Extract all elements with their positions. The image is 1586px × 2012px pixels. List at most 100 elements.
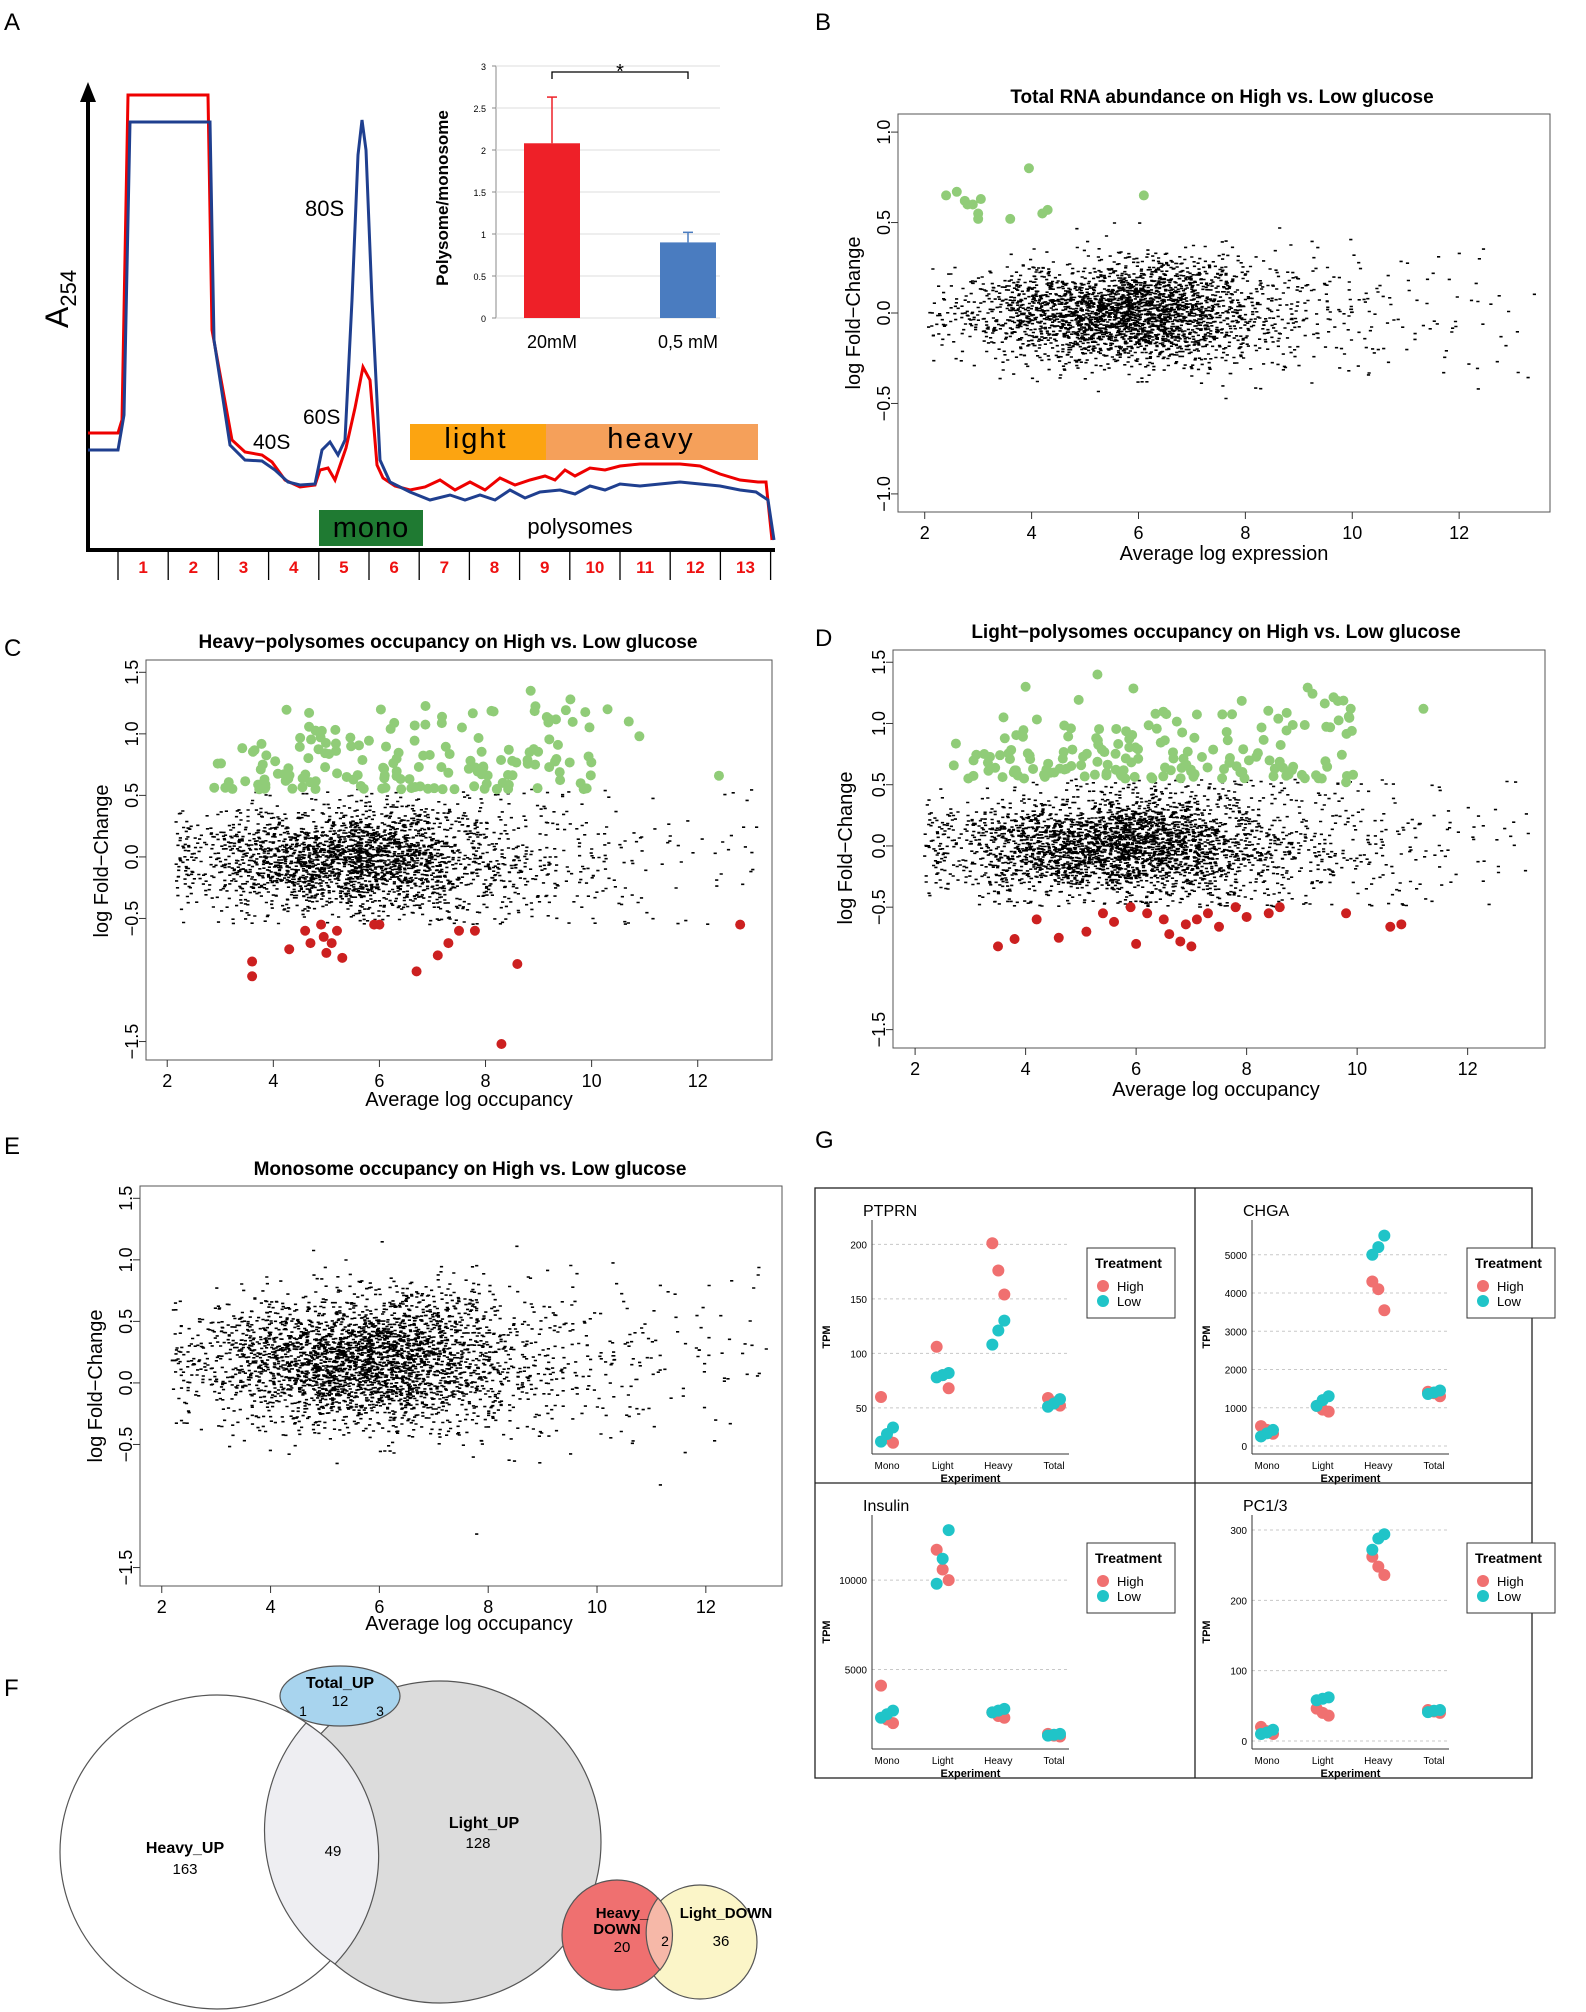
up-point: [380, 782, 391, 793]
fraction-label: 7: [440, 558, 449, 577]
facet-point-high: [930, 1340, 943, 1353]
up-point: [1146, 772, 1157, 783]
up-point: [223, 777, 234, 788]
b-plot-area: 2 4 6 8 10 12 −1.0 −0.5 0.0 0.5 1.0: [874, 120, 1536, 543]
panel-g-facets: PTPRN 50 100 150 200 Mono Light Heavy Total Exper…: [814, 1187, 1556, 1780]
down-point: [1158, 914, 1169, 925]
facet-legend-low-label: Low: [1117, 1589, 1141, 1604]
e-xlabel: Average log occupancy: [365, 1613, 573, 1635]
panel-letter-b: B: [815, 9, 831, 36]
up-point: [951, 186, 962, 197]
up-point: [524, 747, 535, 758]
up-point: [1224, 752, 1235, 763]
down-point: [1125, 902, 1136, 913]
facet-y-tick-label: 4000: [1225, 1289, 1248, 1300]
down-point: [1191, 914, 1202, 925]
inset-tick-label: 0: [481, 314, 486, 324]
facet-point-high: [1322, 1709, 1335, 1722]
up-point: [345, 732, 356, 743]
facet-y-tick-label: 100: [850, 1349, 867, 1360]
up-point: [341, 771, 352, 782]
y-tick-label: −0.5: [869, 889, 889, 925]
up-point: [1273, 713, 1284, 724]
up-point: [249, 745, 260, 756]
f-venn-down-overlap: [645, 1897, 674, 1971]
a-region-heavy: [546, 424, 758, 460]
up-point: [1316, 773, 1327, 784]
up-point: [1092, 756, 1103, 767]
facet-x-tick-label: Total: [1423, 1756, 1444, 1767]
up-point: [1045, 767, 1056, 778]
up-point: [623, 716, 634, 727]
facet-y-tick-label: 0: [1241, 1442, 1247, 1453]
up-point: [585, 770, 596, 781]
facet-point-high: [942, 1382, 955, 1395]
up-point: [1113, 738, 1124, 749]
x-tick-label: 8: [483, 1597, 493, 1617]
up-point: [1042, 204, 1053, 215]
up-point: [1171, 716, 1182, 727]
up-point: [1269, 763, 1280, 774]
up-point: [420, 719, 431, 730]
x-tick-label: 4: [1021, 1059, 1031, 1079]
up-point: [1158, 771, 1169, 782]
up-point: [1202, 762, 1213, 773]
x-tick-label: 12: [1449, 523, 1469, 543]
up-point: [1159, 735, 1170, 746]
facet-point-low: [1378, 1229, 1391, 1242]
facet-y-tick-label: 5000: [845, 1666, 868, 1677]
down-point: [1214, 921, 1224, 932]
up-point: [409, 735, 420, 746]
up-point: [1067, 744, 1078, 755]
up-point: [1004, 754, 1015, 765]
inset-tick-label: 2.5: [473, 104, 486, 114]
up-point: [331, 745, 342, 756]
facet-point-low: [1422, 1387, 1434, 1400]
up-point: [1264, 755, 1275, 766]
facet-legend-high-label: High: [1117, 1574, 1144, 1589]
y-tick-label: 1.0: [116, 1247, 136, 1272]
facet-point-low: [875, 1435, 887, 1448]
up-point: [564, 757, 575, 768]
facet-legend-high-label: High: [1117, 1279, 1144, 1294]
facet-point-low: [998, 1314, 1011, 1327]
down-point: [1202, 908, 1213, 919]
f-venn-heavy-light-overlap: [263, 1722, 380, 1965]
up-point: [1346, 725, 1357, 736]
facet-point-high: [887, 1717, 899, 1730]
d-plot-area: 2 4 6 8 10 12 −1.5 −0.5 0.0 0.5 1.0 1.5: [869, 650, 1530, 1079]
up-point: [1236, 695, 1247, 706]
up-point: [287, 783, 298, 794]
up-point: [420, 701, 431, 712]
up-point: [1129, 771, 1140, 782]
facet-point-high: [998, 1288, 1011, 1301]
down-point: [318, 931, 329, 942]
down-point: [1081, 926, 1092, 937]
facet-xlabel: Experiment: [1321, 1473, 1381, 1485]
up-point: [507, 770, 518, 781]
up-point: [968, 755, 979, 766]
up-point: [310, 776, 321, 787]
up-point: [470, 762, 481, 773]
up-point: [456, 722, 467, 733]
b-xlabel: Average log expression: [1120, 543, 1329, 565]
up-point: [352, 770, 363, 781]
up-point: [1054, 763, 1065, 774]
scatter-cloud: [170, 1241, 768, 1535]
down-point: [1341, 908, 1352, 919]
a-peak-40s: 40S: [253, 431, 290, 454]
facet-x-tick-label: Light: [1312, 1756, 1334, 1767]
down-point: [1131, 938, 1142, 949]
facet-x-tick-label: Light: [1312, 1461, 1334, 1472]
x-tick-label: 10: [1347, 1059, 1367, 1079]
up-point: [1217, 773, 1228, 784]
up-point: [1006, 744, 1017, 755]
down-point: [321, 947, 332, 958]
down-point: [411, 966, 422, 977]
up-point: [1143, 720, 1154, 731]
facet-point-high: [875, 1390, 887, 1403]
fraction-label: 1: [138, 558, 147, 577]
up-point: [1185, 764, 1196, 775]
up-point: [941, 190, 952, 201]
up-point: [1222, 735, 1233, 746]
